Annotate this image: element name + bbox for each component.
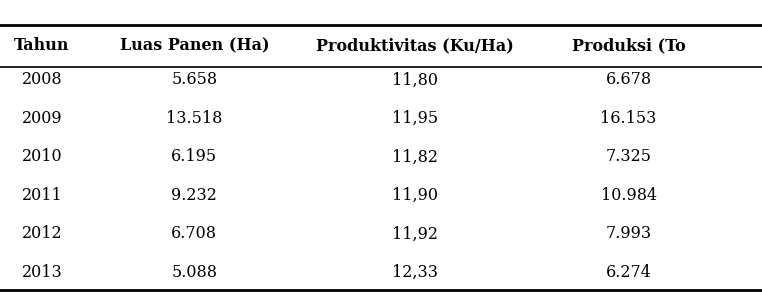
Text: 11,92: 11,92	[392, 225, 438, 242]
Text: 2010: 2010	[21, 148, 62, 165]
Text: 11,95: 11,95	[392, 110, 438, 127]
Text: 5.088: 5.088	[171, 264, 217, 281]
Text: 12,33: 12,33	[392, 264, 438, 281]
Text: 13.518: 13.518	[166, 110, 223, 127]
Text: 10.984: 10.984	[600, 187, 657, 204]
Text: 6.708: 6.708	[171, 225, 217, 242]
Text: 7.325: 7.325	[606, 148, 652, 165]
Text: 2013: 2013	[21, 264, 62, 281]
Text: 16.153: 16.153	[600, 110, 657, 127]
Text: 2009: 2009	[21, 110, 62, 127]
Text: 2011: 2011	[21, 187, 62, 204]
Text: 11,80: 11,80	[392, 71, 438, 89]
Text: 11,90: 11,90	[392, 187, 438, 204]
Text: Produksi (To: Produksi (To	[572, 37, 686, 54]
Text: 6.274: 6.274	[606, 264, 652, 281]
Text: 2012: 2012	[21, 225, 62, 242]
Text: 7.993: 7.993	[606, 225, 652, 242]
Text: Tahun: Tahun	[14, 37, 69, 54]
Text: 6.195: 6.195	[171, 148, 217, 165]
Text: 5.658: 5.658	[171, 71, 217, 89]
Text: Produktivitas (Ku/Ha): Produktivitas (Ku/Ha)	[316, 37, 514, 54]
Text: 9.232: 9.232	[171, 187, 217, 204]
Text: 2008: 2008	[21, 71, 62, 89]
Text: Luas Panen (Ha): Luas Panen (Ha)	[120, 37, 269, 54]
Text: 11,82: 11,82	[392, 148, 438, 165]
Text: 6.678: 6.678	[606, 71, 652, 89]
